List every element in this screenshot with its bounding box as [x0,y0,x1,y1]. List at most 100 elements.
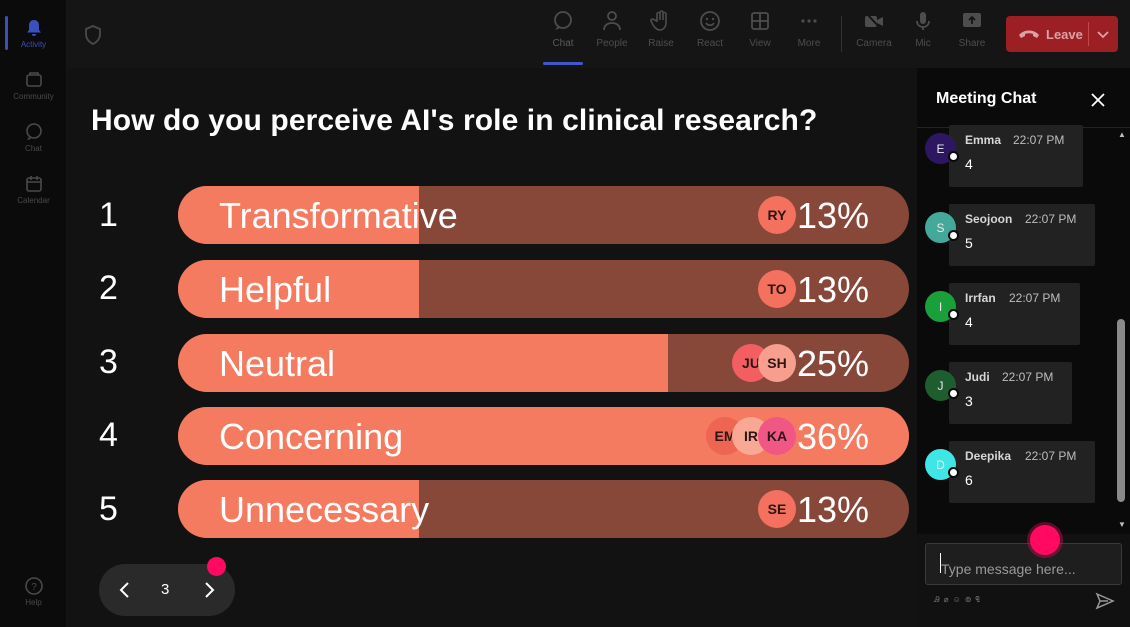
toolbar-react-button[interactable]: React [687,10,733,60]
status-dot [948,230,959,241]
chat-icon [554,11,572,30]
sender-name: Emma [965,133,1002,147]
chat-avatar[interactable]: J [925,370,959,401]
toolbar-label: People [596,38,628,49]
close-icon[interactable] [1088,90,1108,110]
chevron-down-icon[interactable] [1096,27,1110,41]
toolbar-label: More [797,38,821,49]
chat-message[interactable]: Emma 22:07 PM 4 [949,125,1083,187]
toolbar-label: Chat [552,38,574,49]
chat-avatar[interactable]: E [925,133,959,164]
chat-avatar-initial: J [937,378,944,393]
emoji-icon[interactable]: ☺ [952,595,961,604]
option-percent: 13% [796,489,869,530]
previous-page-button[interactable] [113,578,137,602]
toolbar-view-button[interactable]: View [737,10,783,60]
avatar[interactable]: KA [758,417,796,455]
calendar-icon [25,175,42,192]
rail-item-activity[interactable]: Activity [2,10,65,56]
voter-avatars: TO [758,270,796,308]
phone-hangup-icon [1019,30,1039,38]
message-time: 22:07 PM [1002,370,1054,384]
option-label: Neutral [219,343,336,384]
poll-option-bar[interactable]: Unnecessary 13% SE [178,480,909,538]
message-time: 22:07 PM [1013,133,1065,147]
format-toolbar: Ꭿ ⌀ ☺ ⊚ ₠ [934,595,980,605]
scroll-down-arrow[interactable]: ▼ [1118,520,1126,529]
chat-message[interactable]: Deepika 22:07 PM 6 [949,441,1095,503]
avatar[interactable]: RY [758,196,796,234]
message-text: 5 [965,235,973,251]
option-percent: 13% [796,269,869,310]
toolbar-label: Mic [915,38,931,49]
toolbar-divider [841,16,842,52]
scroll-up-arrow[interactable]: ▲ [1118,130,1126,139]
toolbar-people-button[interactable]: People [589,10,635,60]
poll-option-bar[interactable]: Helpful 13% TO [178,260,909,318]
toolbar-mic-button[interactable]: Mic [900,10,946,60]
option-number: 1 [99,196,118,234]
toolbar-more-button[interactable]: More [786,10,832,60]
chat-avatar[interactable]: S [925,212,959,243]
option-label: Transformative [219,195,458,236]
rail-label-help: Help [25,597,42,607]
sticker-icon[interactable]: ₠ [975,595,980,604]
poll-option-fill [178,186,420,244]
rail-item-calendar[interactable]: Calendar [2,166,65,212]
chat-message[interactable]: Seojoon 22:07 PM 5 [949,204,1095,266]
chat-avatar[interactable]: D [925,449,959,480]
mic-icon [916,12,930,30]
chat-title: Meeting Chat [936,90,1037,107]
toolbar-label: React [696,38,724,49]
send-icon[interactable] [1095,591,1115,611]
poll-question: How do you perceive AI's role in clinica… [91,104,818,137]
message-text: 3 [965,393,973,409]
poll-option-bar[interactable]: Concerning 36% EM IR KA [178,407,909,465]
rail-item-chat[interactable]: Chat [2,114,65,160]
toolbar-chat-button[interactable]: Chat [540,10,586,60]
attach-icon[interactable]: ⌀ [943,595,949,604]
status-dot [948,151,959,162]
sender-name: Seojoon [965,212,1013,226]
avatar[interactable]: SH [758,344,796,382]
poll-stage: How do you perceive AI's role in clinica… [67,68,917,627]
poll-option-bar[interactable]: Transformative 13% RY [178,186,909,244]
avatar[interactable]: TO [758,270,796,308]
chat-message[interactable]: Judi 22:07 PM 3 [949,362,1072,424]
rail-label-activity: Activity [20,39,47,49]
option-percent: 36% [796,416,869,457]
leave-divider [1088,22,1089,46]
rail-item-community[interactable]: Community [2,62,65,108]
option-percent: 13% [796,195,869,236]
svg-text:?: ? [31,582,37,593]
rail-label-calendar: Calendar [17,195,50,205]
text-caret [940,553,941,573]
option-label: Unnecessary [219,489,430,530]
leave-button[interactable]: Leave [1006,16,1118,52]
next-page-button[interactable] [197,578,221,602]
poll-option-fill [178,260,420,318]
toolbar-label: Raise [648,38,674,49]
toolbar-camera-button[interactable]: Camera [851,10,897,60]
community-icon [25,71,42,87]
avatar[interactable]: SE [758,490,796,528]
pointer-indicator [1030,525,1060,555]
chat-icon [25,122,42,140]
chat-message[interactable]: Irrfan 22:07 PM 4 [949,283,1080,345]
toolbar-label: Share [958,38,986,49]
chat-message-input[interactable] [925,543,1122,585]
page-number: 3 [161,581,170,598]
toolbar-raise-button[interactable]: Raise [638,10,684,60]
toolbar-share-button[interactable]: Share [949,10,995,60]
chat-scrollbar-thumb[interactable] [1117,319,1125,502]
rail-item-help[interactable]: ? Help [2,568,65,614]
format-icon[interactable]: Ꭿ [934,595,940,604]
gif-icon[interactable]: ⊚ [964,595,972,604]
poll-option-bar[interactable]: Neutral 25% JU SH [178,334,909,392]
message-time: 22:07 PM [1025,449,1077,463]
chat-avatar-initial: I [938,299,943,314]
chat-avatar[interactable]: I [925,291,959,322]
camera-icon [865,12,883,31]
message-text: 4 [965,156,973,172]
sender-name: Irrfan [965,291,996,305]
